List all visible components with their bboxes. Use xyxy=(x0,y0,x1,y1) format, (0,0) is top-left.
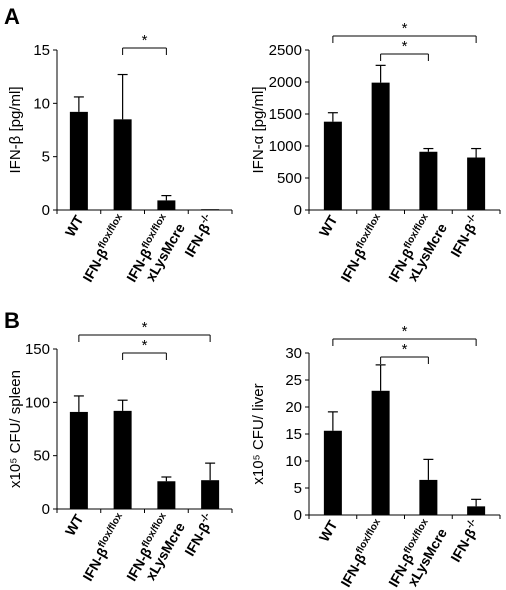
bar xyxy=(69,111,88,210)
y-tick-label: 10 xyxy=(33,95,50,112)
y-tick-label: 0 xyxy=(42,202,50,219)
category-label: WT xyxy=(62,212,87,239)
y-tick-label: 1500 xyxy=(269,106,302,123)
category-label: IFN-βflox/flox xyxy=(336,212,388,285)
bar xyxy=(113,410,132,509)
y-axis-title: x10⁵ CFU/ spleen xyxy=(7,370,24,488)
y-tick-label: 150 xyxy=(25,341,50,358)
category-label-sup: flox/flox xyxy=(354,517,383,556)
category-label-main: IFN-β xyxy=(181,519,213,558)
category-label: IFN-β-/- xyxy=(446,212,483,260)
category-label: IFN-β-/- xyxy=(180,511,217,559)
category-label: IFN-β-/- xyxy=(180,212,217,260)
category-label: IFN-βflox/flox xyxy=(336,517,388,590)
significance-star: * xyxy=(402,20,408,37)
category-label-sup: flox/flox xyxy=(96,511,125,550)
significance-star: * xyxy=(402,38,408,55)
category-label-main: IFN-β xyxy=(79,245,111,284)
y-tick-label: 5 xyxy=(294,480,302,497)
category-label: IFN-βflox/flox xyxy=(78,212,130,285)
significance-star: * xyxy=(402,341,408,358)
category-label-main: IFN-β xyxy=(447,525,479,564)
bar xyxy=(419,151,438,210)
category-label-main: IFN-β xyxy=(447,220,479,259)
y-tick-label: 500 xyxy=(277,170,302,187)
category-label-main: WT xyxy=(316,517,341,544)
y-tick-label: 25 xyxy=(285,372,302,389)
bar xyxy=(467,157,486,210)
category-label-sup: flox/flox xyxy=(96,212,125,251)
y-tick-label: 5 xyxy=(42,149,50,166)
category-label-main: WT xyxy=(316,212,341,239)
significance-star: * xyxy=(142,337,148,354)
category-label: WT xyxy=(316,517,341,544)
category-label-main: WT xyxy=(62,511,87,538)
bar xyxy=(323,430,342,515)
y-tick-label: 15 xyxy=(285,426,302,443)
y-tick-label: 30 xyxy=(285,345,302,362)
category-label-main: IFN-β xyxy=(337,550,369,589)
category-label: WT xyxy=(62,511,87,538)
bar xyxy=(69,411,88,509)
category-label-main: WT xyxy=(62,212,87,239)
y-axis-title: x10⁵ CFU/ liver xyxy=(250,383,267,484)
y-tick-label: 100 xyxy=(25,394,50,411)
y-tick-label: 2000 xyxy=(269,74,302,91)
panel-letter-b: B xyxy=(4,308,20,333)
bar xyxy=(201,209,220,210)
y-tick-label: 2500 xyxy=(269,42,302,59)
category-label: IFN-β-/- xyxy=(446,517,483,565)
bar xyxy=(323,121,342,210)
significance-star: * xyxy=(402,323,408,340)
significance-star: * xyxy=(142,319,148,336)
y-tick-label: 20 xyxy=(285,399,302,416)
y-tick-label: 0 xyxy=(294,202,302,219)
panel-letter-a: A xyxy=(4,4,20,29)
category-label-main: IFN-β xyxy=(79,544,111,583)
category-label: IFN-βflox/flox xyxy=(78,511,130,584)
bar xyxy=(371,390,390,515)
significance-star: * xyxy=(142,32,148,49)
y-tick-label: 50 xyxy=(33,448,50,465)
y-axis-title: IFN-β [pg/ml] xyxy=(7,87,24,174)
y-tick-label: 15 xyxy=(33,42,50,59)
y-axis-title: IFN-α [pg/ml] xyxy=(250,86,267,173)
bar xyxy=(201,480,220,509)
category-label-main: IFN-β xyxy=(337,245,369,284)
y-tick-label: 10 xyxy=(285,453,302,470)
bar xyxy=(157,481,176,509)
bar xyxy=(371,82,390,210)
bar xyxy=(467,506,486,515)
bar xyxy=(419,479,438,515)
y-tick-label: 0 xyxy=(42,501,50,518)
category-label-main: IFN-β xyxy=(181,220,213,259)
category-label-sup: flox/flox xyxy=(354,212,383,251)
y-tick-label: 1000 xyxy=(269,138,302,155)
y-tick-label: 0 xyxy=(294,507,302,524)
category-label: WT xyxy=(316,212,341,239)
bar xyxy=(157,200,176,210)
bar xyxy=(113,119,132,210)
